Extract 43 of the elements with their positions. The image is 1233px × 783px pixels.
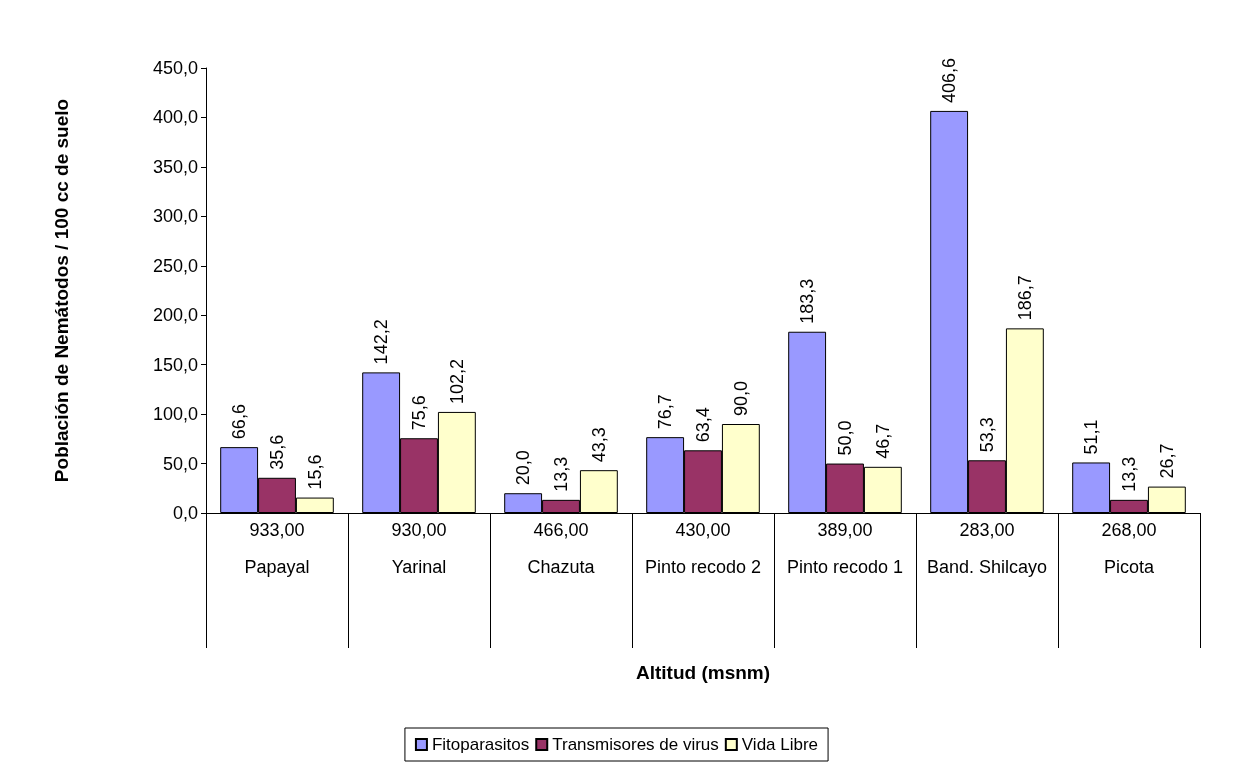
x-tick-label: 268,00 Picota: [1101, 520, 1157, 577]
x-tick-label: 930,00 Yarinal: [391, 520, 447, 577]
legend-label: Transmisores de virus: [552, 735, 719, 754]
y-tick-label: 350,0: [152, 156, 198, 177]
data-label: 53,3: [977, 417, 997, 453]
y-axis-title: Población de Nemátodos / 100 cc de suelo: [51, 98, 72, 483]
data-label: 406,6: [939, 57, 960, 103]
data-label: 183,3: [797, 278, 818, 324]
data-label: 75,6: [409, 395, 429, 431]
x-tick-label: 430,00 Pinto recodo 2: [644, 520, 762, 577]
x-tick-label: 283,00 Band. Shilcayo: [926, 520, 1048, 577]
data-label: 26,7: [1156, 443, 1177, 479]
data-label: 15,6: [304, 454, 325, 490]
data-label: 51,1: [1081, 419, 1102, 455]
data-label: 63,4: [693, 407, 713, 443]
data-label: 102,2: [446, 358, 467, 404]
data-label: 66,6: [229, 404, 250, 440]
legend-label: Vida Libre: [741, 735, 819, 754]
y-tick-label: 300,0: [152, 206, 198, 227]
y-tick-label: 450,0: [152, 58, 198, 78]
y-tick-label: 200,0: [152, 305, 198, 326]
data-label: 76,7: [655, 394, 676, 430]
x-tick-label: 933,00 Papayal: [244, 520, 310, 577]
data-label: 50,0: [835, 420, 855, 456]
data-label: 13,3: [1119, 456, 1139, 492]
y-tick-label: 100,0: [152, 404, 198, 425]
x-axis-title: Altitud (msnm): [635, 662, 771, 683]
y-tick-label: 150,0: [152, 354, 198, 375]
x-tick-label: 466,00 Chazuta: [527, 520, 596, 577]
y-tick-label: 0,0: [172, 503, 198, 523]
y-tick-label: 50,0: [162, 453, 198, 474]
data-label: 13,3: [551, 456, 571, 492]
data-label: 90,0: [730, 380, 751, 416]
data-label: 142,2: [371, 319, 392, 365]
legend-label: Fitoparasitos: [431, 735, 530, 754]
data-label: 186,7: [1014, 275, 1035, 321]
x-tick-label: 389,00 Pinto recodo 1: [786, 520, 904, 577]
y-tick-label: 250,0: [152, 255, 198, 276]
data-label: 46,7: [872, 423, 893, 459]
data-label: 20,0: [513, 450, 534, 486]
data-label: 43,3: [588, 427, 609, 463]
y-tick-label: 400,0: [152, 107, 198, 128]
data-label: 35,6: [267, 434, 287, 470]
